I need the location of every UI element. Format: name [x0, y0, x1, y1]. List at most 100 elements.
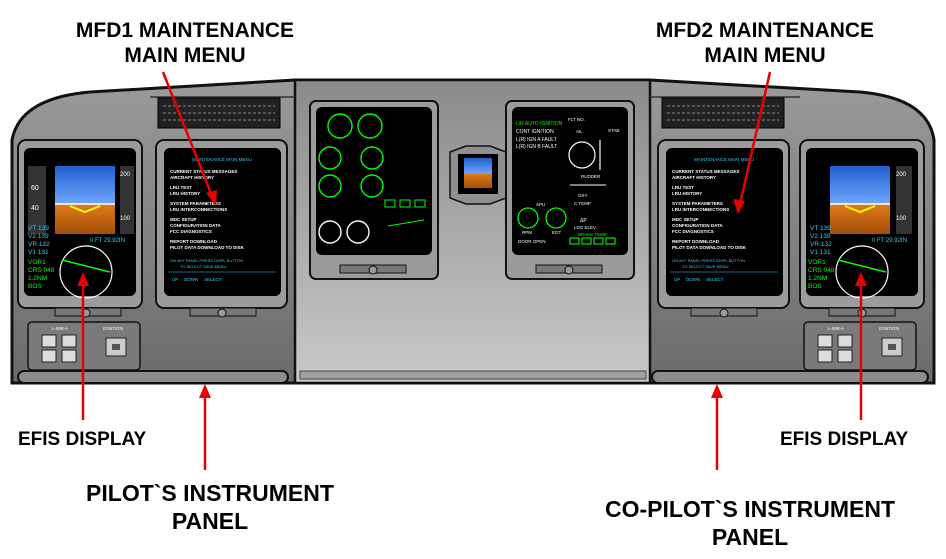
standby-instrument [449, 145, 507, 205]
engine-display [309, 100, 439, 280]
svg-text:LRU INTERCONNECTIONS: LRU INTERCONNECTIONS [672, 207, 729, 212]
svg-text:FCC DIAGNOSTICS: FCC DIAGNOSTICS [170, 229, 212, 234]
svg-text:VT 139: VT 139 [28, 225, 49, 232]
svg-text:L-808-A: L-808-A [828, 326, 844, 331]
annunciator-strip-left [157, 97, 281, 129]
svg-text:CONT IGNITION: CONT IGNITION [516, 129, 554, 135]
mfd2-callout-label: MFD2 MAINTENANCE MAIN MENU [600, 18, 930, 68]
svg-text:APU: APU [536, 202, 545, 207]
svg-text:RUDDER: RUDDER [581, 174, 601, 179]
svg-text:EGT: EGT [552, 230, 562, 235]
svg-text:PILOT DATA DOWNLOAD TO DISK: PILOT DATA DOWNLOAD TO DISK [170, 245, 245, 250]
svg-text:SELECT: SELECT [204, 277, 222, 282]
svg-text:LRU TEST: LRU TEST [672, 185, 694, 190]
arrow-head-copilot-panel [711, 384, 723, 398]
svg-text:IGNITION: IGNITION [879, 326, 899, 331]
copilot-callout-line1: CO-PILOT`S INSTRUMENT [604, 496, 896, 522]
svg-text:ON AVY PANEL PRESS DISPL BUTTO: ON AVY PANEL PRESS DISPL BUTTON [170, 258, 243, 263]
arrow-head-efis-right [855, 272, 867, 286]
svg-text:UP: UP [172, 277, 178, 282]
svg-text:100: 100 [896, 216, 907, 222]
mfd2-callout-line1: MFD2 MAINTENANCE [655, 19, 875, 42]
arrow-head-mfd1 [206, 190, 217, 206]
svg-text:MAINTENANCE MAIN MENU: MAINTENANCE MAIN MENU [694, 157, 754, 162]
svg-text:200: 200 [120, 172, 131, 178]
mfd1-display: MAINTENANCE MAIN MENU CURRENT STATUS MES… [155, 139, 288, 318]
mfd1-callout-label: MFD1 MAINTENANCE MAIN MENU [20, 18, 350, 68]
svg-text:CURRENT STATUS MESSAGES: CURRENT STATUS MESSAGES [672, 169, 739, 174]
svg-text:AIRCRAFT HISTORY: AIRCRAFT HISTORY [170, 175, 214, 180]
svg-text:MDC SETUP: MDC SETUP [170, 217, 197, 222]
mfd2-display: MAINTENANCE MAIN MENU CURRENT STATUS MES… [657, 139, 790, 318]
svg-text:DOWN: DOWN [686, 277, 700, 282]
svg-text:VT 139: VT 139 [810, 225, 831, 232]
svg-text:ON AVY PANEL PRESS DISPL BUTTO: ON AVY PANEL PRESS DISPL BUTTON [672, 258, 745, 263]
pilot-callout-line2: PANEL [171, 507, 249, 534]
svg-text:V1 131: V1 131 [810, 249, 831, 256]
arrow-head-efis-left [77, 272, 89, 286]
pilot-panel-callout-label: PILOT`S INSTRUMENT PANEL [40, 480, 380, 535]
mfd1-callout-line2: MAIN MENU [124, 44, 246, 68]
svg-text:DOOR OPEN: DOOR OPEN [518, 239, 546, 244]
svg-text:V1 131: V1 131 [28, 249, 49, 256]
copilot-callout-line2: PANEL [711, 523, 789, 550]
svg-text:40: 40 [31, 205, 39, 212]
svg-text:200: 200 [896, 172, 907, 178]
svg-text:UP: UP [674, 277, 680, 282]
svg-text:VOR1: VOR1 [28, 259, 46, 266]
svg-text:LDG ELEV: LDG ELEV [574, 225, 596, 230]
svg-text:CONFIGURATION DATA: CONFIGURATION DATA [672, 223, 723, 228]
copilot-rail [651, 370, 929, 384]
svg-text:BOS: BOS [808, 283, 822, 290]
svg-text:0 FT 29.92IN: 0 FT 29.92IN [90, 238, 125, 244]
svg-text:STAB: STAB [608, 128, 619, 133]
svg-text:L(R) IGN A FAULT: L(R) IGN A FAULT [516, 137, 557, 143]
arrow-head-pilot-panel [199, 384, 211, 398]
svg-text:RPM: RPM [522, 230, 532, 235]
copilot-panel-callout-label: CO-PILOT`S INSTRUMENT PANEL [565, 496, 935, 551]
mfd1-callout-line1: MFD1 MAINTENANCE [75, 19, 295, 42]
svg-text:1.2NM: 1.2NM [28, 275, 47, 282]
svg-text:LRU INTERCONNECTIONS: LRU INTERCONNECTIONS [170, 207, 227, 212]
efis-left-callout-label: EFIS DISPLAY [18, 429, 147, 450]
svg-text:PILOT DATA DOWNLOAD TO DISK: PILOT DATA DOWNLOAD TO DISK [672, 245, 747, 250]
svg-text:IGNITION: IGNITION [103, 326, 123, 331]
efis-display-left: 60 40 200 100 VT 139 V2 139 VR 132 V1 13… [17, 139, 143, 318]
arrow-head-mfd2 [733, 199, 745, 214]
svg-text:MAINTENANCE MAIN MENU: MAINTENANCE MAIN MENU [192, 157, 252, 162]
svg-text:SYSTEM PARAMETERS: SYSTEM PARAMETERS [170, 201, 221, 206]
pilot-callout-line1: PILOT`S INSTRUMENT [86, 480, 334, 506]
svg-text:L(R) IGN B FAULT: L(R) IGN B FAULT [516, 144, 557, 150]
svg-text:L-808-A: L-808-A [52, 326, 68, 331]
svg-text:OXY: OXY [578, 193, 588, 198]
svg-text:VOR1: VOR1 [808, 259, 826, 266]
svg-text:ΔP: ΔP [580, 218, 587, 224]
mfd2-callout-line2: MAIN MENU [704, 44, 826, 68]
svg-text:SELECT: SELECT [706, 277, 724, 282]
svg-text:LRU HISTORY: LRU HISTORY [170, 191, 200, 196]
svg-text:AIL: AIL [576, 129, 583, 134]
svg-text:REPORT DOWNLOAD: REPORT DOWNLOAD [672, 239, 720, 244]
svg-text:LRU TEST: LRU TEST [170, 185, 192, 190]
svg-text:LRU HISTORY: LRU HISTORY [672, 191, 702, 196]
svg-text:AIRCRAFT HISTORY: AIRCRAFT HISTORY [672, 175, 716, 180]
svg-text:100: 100 [120, 216, 131, 222]
svg-text:V2 139: V2 139 [28, 233, 49, 240]
svg-text:TO SELECT SAVE MENU: TO SELECT SAVE MENU [682, 264, 729, 269]
efis-right-callout-label: EFIS DISPLAY [780, 429, 909, 450]
callout-arrows [77, 71, 867, 470]
svg-text:MDC SETUP: MDC SETUP [672, 217, 699, 222]
svg-text:CRS 048: CRS 048 [808, 267, 835, 274]
svg-text:FCC DIAGNOSTICS: FCC DIAGNOSTICS [672, 229, 714, 234]
svg-text:BOS: BOS [28, 283, 42, 290]
svg-text:L/R AUTO IGNITION: L/R AUTO IGNITION [516, 121, 563, 127]
svg-text:CRS 048: CRS 048 [28, 267, 55, 274]
svg-text:REPORT DOWNLOAD: REPORT DOWNLOAD [170, 239, 218, 244]
svg-text:CONFIGURATION DATA: CONFIGURATION DATA [170, 223, 221, 228]
svg-text:DOWN: DOWN [184, 277, 198, 282]
svg-text:FLT NO.: FLT NO. [568, 117, 585, 122]
svg-text:CURRENT STATUS MESSAGES: CURRENT STATUS MESSAGES [170, 169, 237, 174]
eicas-display: L/R AUTO IGNITION CONT IGNITION L(R) IGN… [505, 100, 635, 280]
svg-text:BRAKE TEMP: BRAKE TEMP [578, 232, 607, 237]
